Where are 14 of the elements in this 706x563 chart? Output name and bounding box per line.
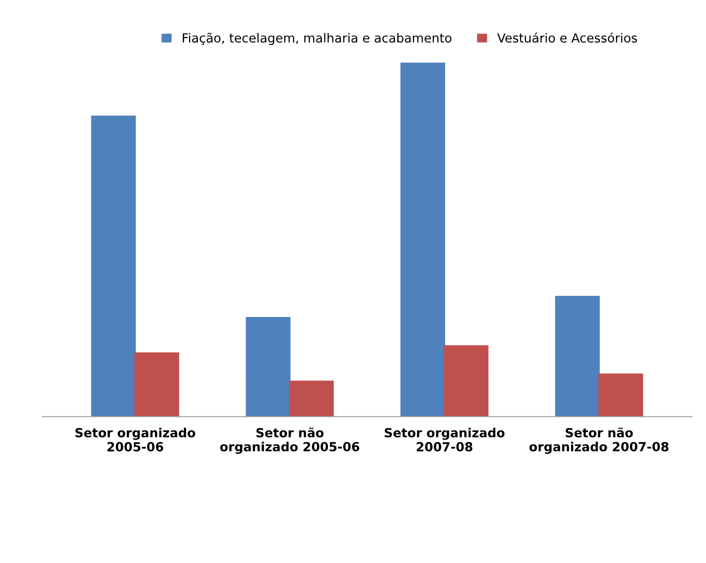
- legend-label: Vestuário e Acessórios: [497, 32, 637, 43]
- bar: [134, 352, 180, 417]
- x-tick-label: Setor organizado 2005-06: [75, 428, 196, 452]
- legend-label: Fiação, tecelagem, malharia e acabamento: [182, 32, 452, 46]
- bar: [400, 62, 446, 417]
- x-tick-label: Setor não organizado 2007-08: [529, 428, 668, 454]
- bar: [246, 317, 290, 417]
- bar: [555, 296, 600, 417]
- bar: [444, 345, 488, 417]
- x-tick-label: Setor organizado 2007-08: [384, 428, 504, 452]
- bar: [289, 380, 334, 417]
- x-tick-label: Setor não organizado 2005-06: [220, 428, 360, 454]
- bar: [91, 116, 136, 417]
- bar: [598, 374, 644, 417]
